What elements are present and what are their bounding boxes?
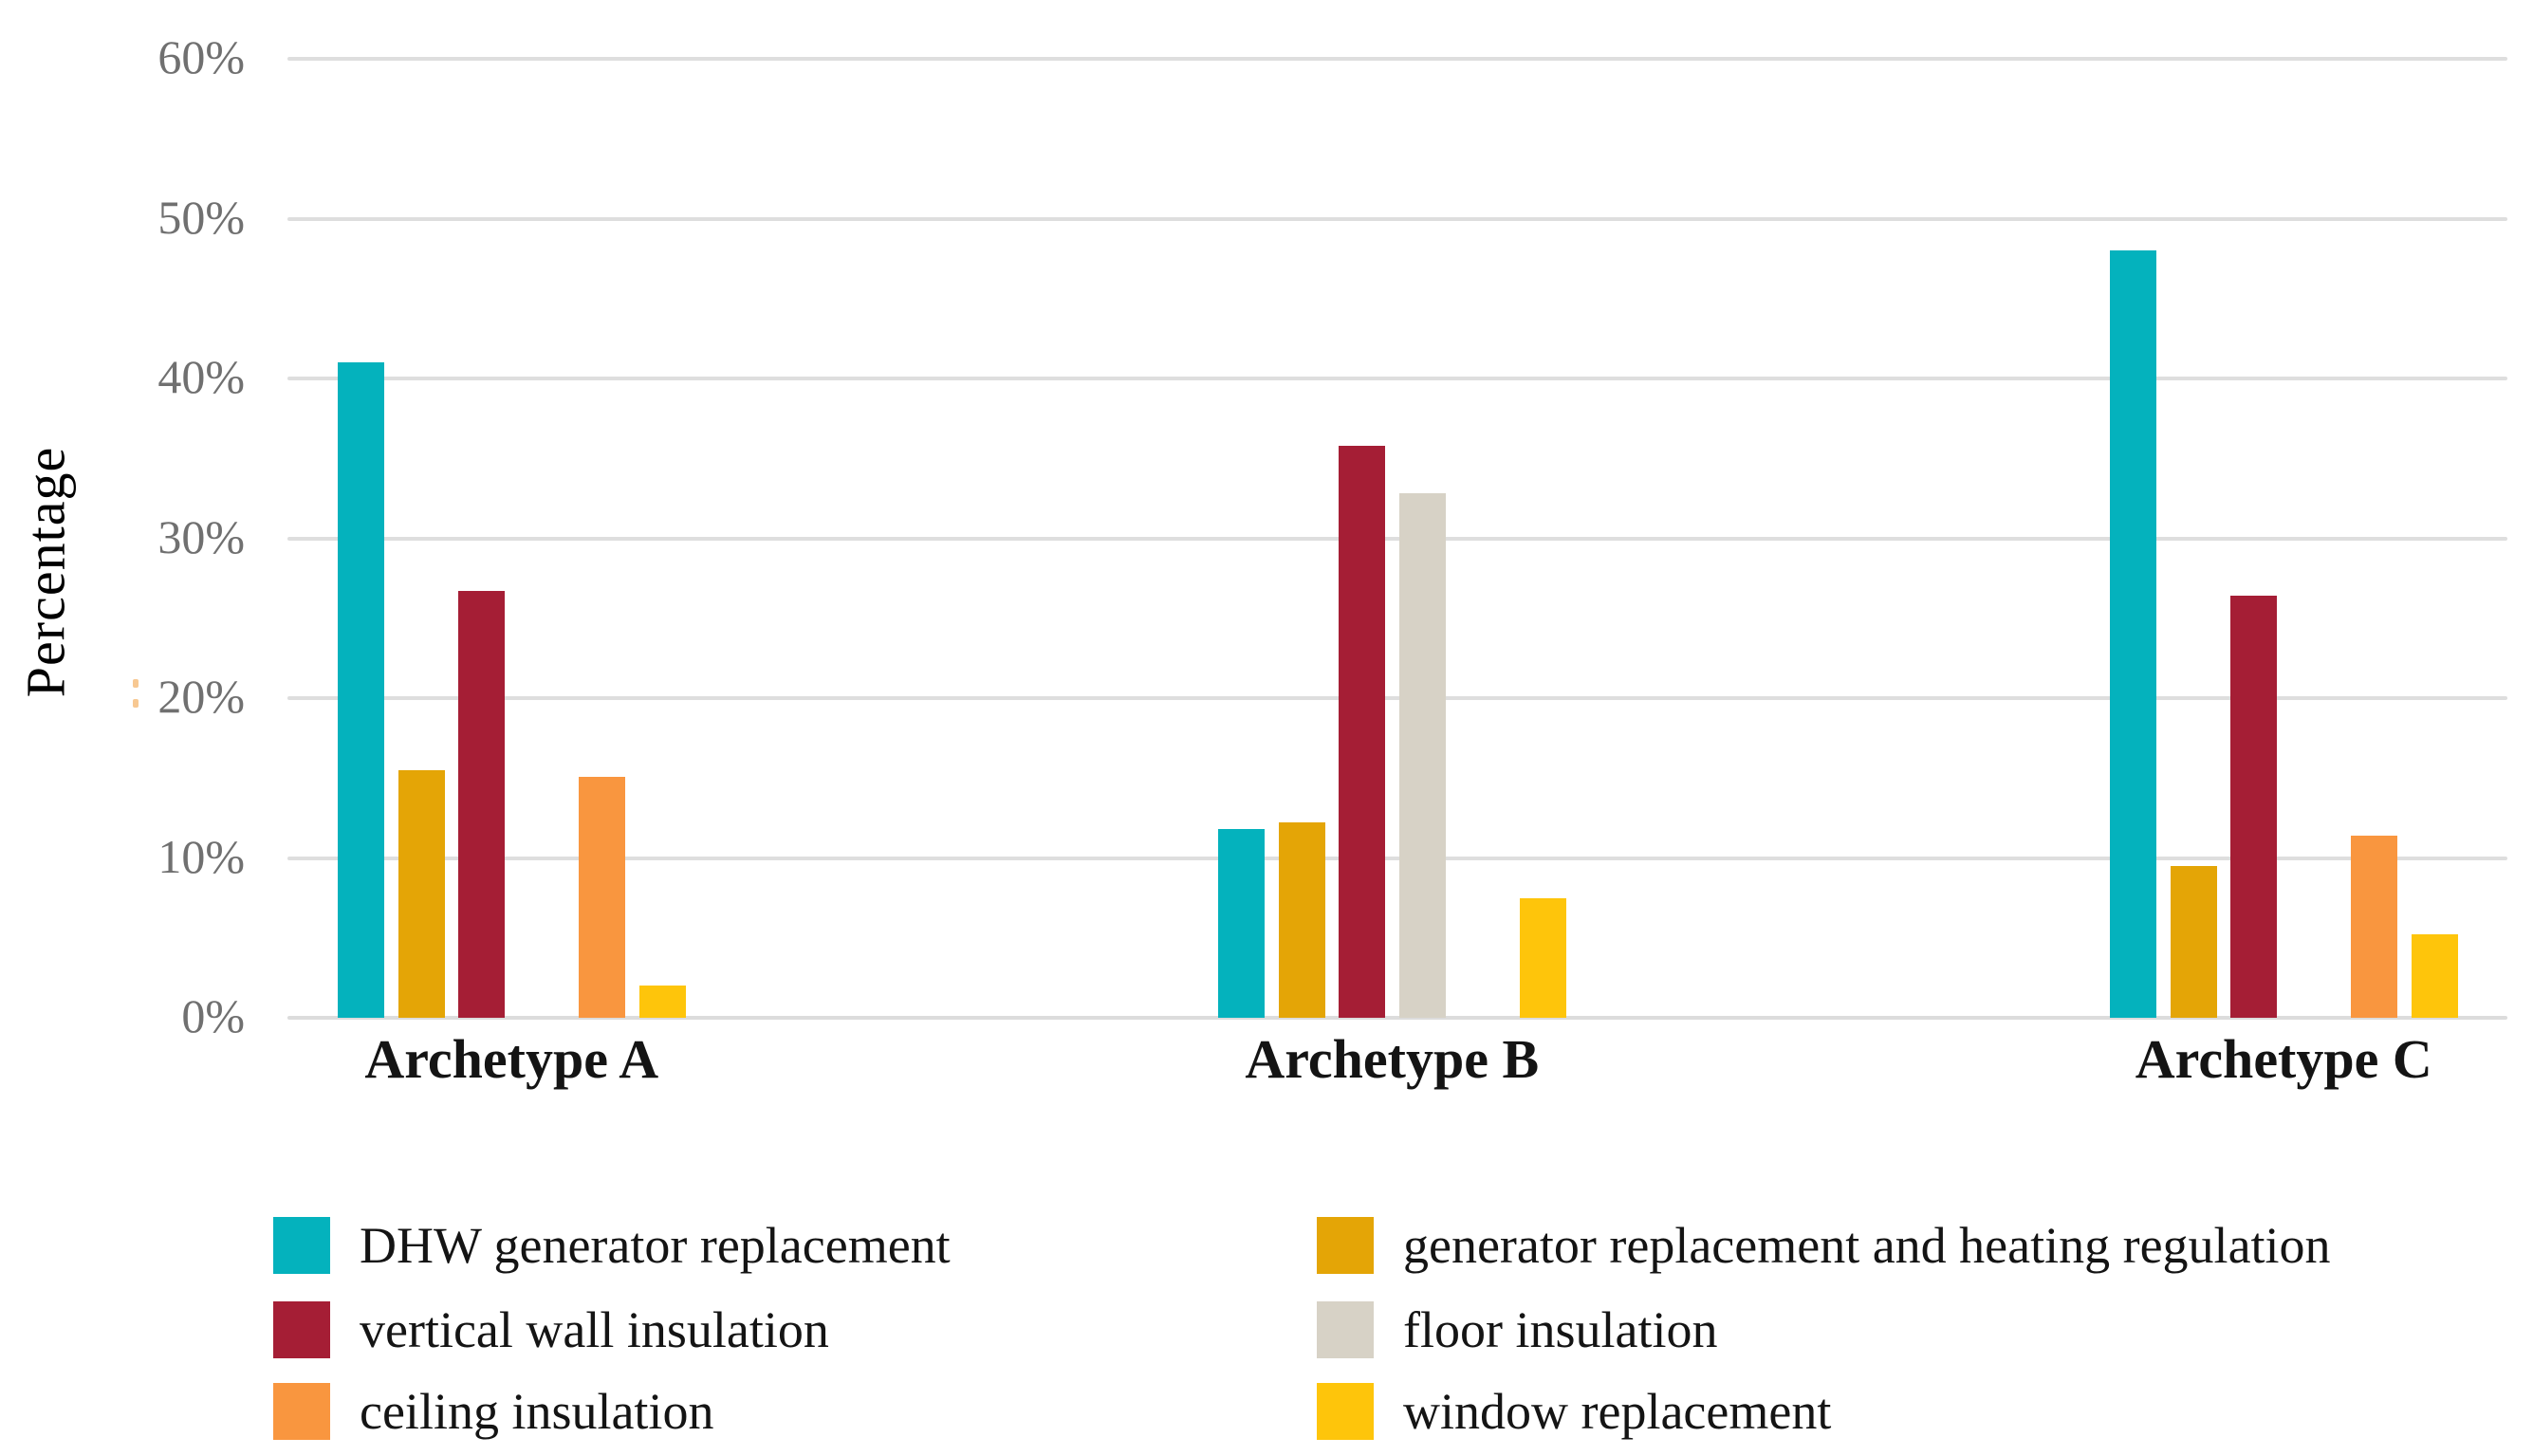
y-tick-label: 30% — [157, 509, 245, 563]
x-axis-category-label: Archetype A — [364, 1028, 659, 1090]
bar — [579, 776, 625, 1018]
legend-swatch — [1317, 1217, 1374, 1274]
legend-item: vertical wall insulation — [273, 1301, 829, 1358]
legend-item: floor insulation — [1317, 1301, 1717, 1358]
legend-label: ceiling insulation — [360, 1383, 714, 1440]
legend-swatch — [273, 1301, 330, 1358]
y-tick-label: 0% — [181, 989, 245, 1042]
y-tick-label: 40% — [157, 350, 245, 403]
legend-label: floor insulation — [1403, 1301, 1718, 1358]
bar — [1278, 822, 1325, 1018]
legend-item: window replacement — [1317, 1383, 1831, 1440]
bar — [2110, 250, 2156, 1018]
bar — [458, 591, 505, 1018]
gridline — [287, 57, 2507, 61]
bar — [1519, 897, 1566, 1018]
y-tick-label: 20% — [157, 670, 245, 723]
y-axis-title: Percentage — [14, 446, 77, 698]
y-tick-label: 50% — [157, 190, 245, 244]
x-axis-category-label: Archetype C — [2135, 1028, 2432, 1090]
y-tick-label: 60% — [157, 30, 245, 83]
legend-item: generator replacement and heating regula… — [1317, 1217, 2331, 1274]
x-axis-baseline — [287, 1016, 2507, 1020]
stray-orange-mark — [133, 679, 139, 719]
gridline — [287, 856, 2507, 860]
bar — [338, 362, 384, 1018]
legend-item: DHW generator replacement — [273, 1217, 951, 1274]
legend-label: window replacement — [1403, 1383, 1832, 1440]
legend-swatch — [1317, 1301, 1374, 1358]
bar — [638, 986, 686, 1018]
legend-label: generator replacement and heating regula… — [1403, 1217, 2331, 1274]
bar — [1398, 493, 1446, 1018]
bar — [2230, 596, 2277, 1018]
legend-swatch — [1317, 1383, 1374, 1440]
y-tick-label: 10% — [157, 829, 245, 883]
bar — [1339, 445, 1385, 1018]
gridline — [287, 536, 2507, 541]
bar — [1218, 829, 1265, 1018]
legend-swatch — [273, 1217, 330, 1274]
bar — [2170, 865, 2217, 1018]
bar — [2351, 835, 2397, 1018]
legend-label: vertical wall insulation — [360, 1301, 829, 1358]
legend-item: ceiling insulation — [273, 1383, 713, 1440]
gridline — [287, 216, 2507, 221]
x-axis-category-label: Archetype B — [1245, 1028, 1540, 1090]
legend-label: DHW generator replacement — [360, 1217, 951, 1274]
gridline — [287, 377, 2507, 380]
bar — [2411, 934, 2458, 1018]
legend-swatch — [273, 1383, 330, 1440]
gridline — [287, 696, 2507, 700]
bar — [398, 769, 445, 1018]
